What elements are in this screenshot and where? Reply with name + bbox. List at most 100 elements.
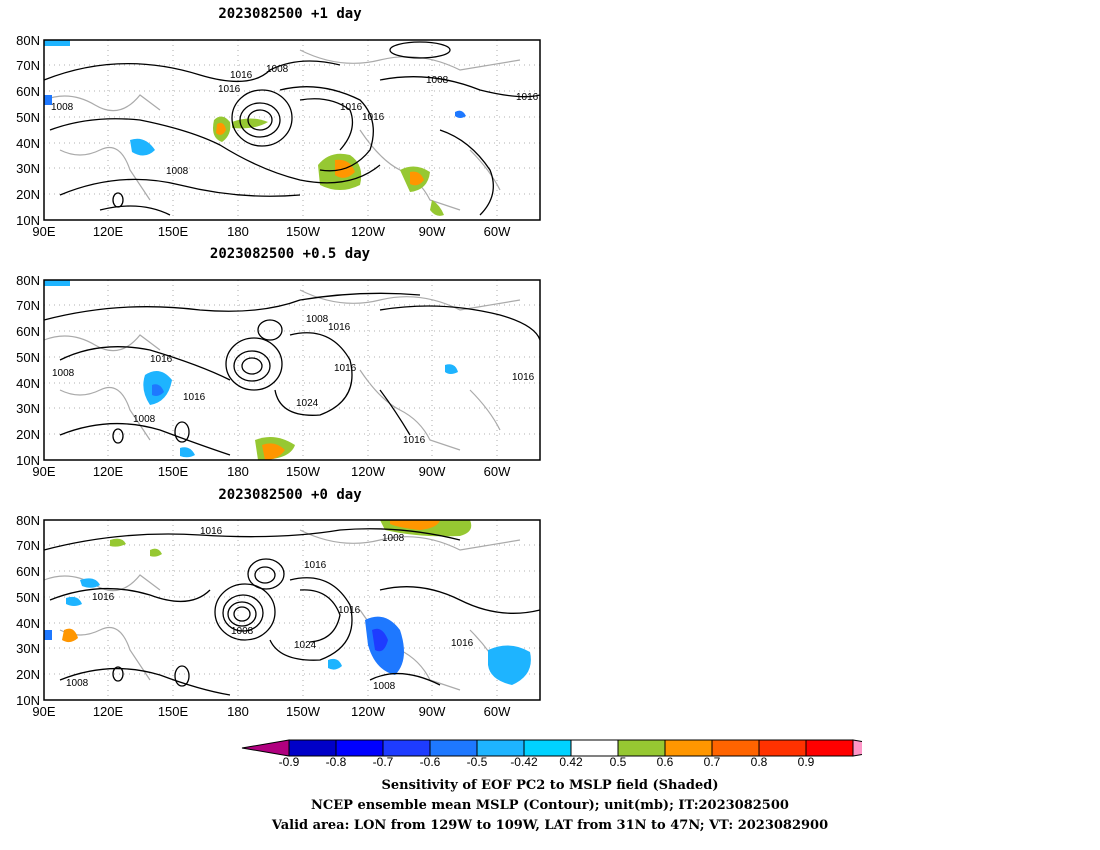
contour-label: 1008 (382, 533, 405, 544)
contour-label: 1016 (334, 363, 357, 374)
caption-line-1: Sensitivity of EOF PC2 to MSLP field (Sh… (381, 778, 719, 793)
contour-label: 1016 (403, 435, 426, 446)
panel-2-contour-labels: 1008 1016 1008 1016 1008 1016 1016 1024 … (52, 314, 535, 446)
x-tick-label: 60W (484, 704, 511, 719)
panel-2-shading (44, 280, 458, 460)
y-tick-label: 50N (16, 350, 40, 365)
colorbar-label: 0.6 (657, 755, 674, 768)
y-tick-label: 40N (16, 136, 40, 151)
colorbar-swatch (476, 739, 525, 757)
panel-2-x-ticks: 90E 120E 150E 180 150W 120W 90W 60W (32, 464, 511, 479)
contour-label: 1016 (200, 526, 223, 537)
x-tick-label: 180 (227, 224, 249, 239)
y-tick-label: 30N (16, 401, 40, 416)
x-tick-label: 90E (32, 464, 55, 479)
x-tick-label: 150E (158, 224, 189, 239)
panel-1-shading (44, 40, 466, 216)
x-tick-label: 90W (419, 704, 446, 719)
panel-3-contours (43, 528, 541, 696)
contour-label: 1016 (150, 354, 173, 365)
colorbar-swatch (617, 739, 666, 757)
colorbar-label: -0.8 (326, 755, 347, 768)
colorbar-labels: -0.9 -0.8 -0.7 -0.6 -0.5 -0.42 0.42 0.5 … (279, 755, 815, 768)
panel-3-x-ticks: 90E 120E 150E 180 150W 120W 90W 60W (32, 704, 511, 719)
colorbar-label: -0.42 (510, 755, 538, 768)
x-tick-label: 120W (351, 464, 386, 479)
y-tick-label: 70N (16, 58, 40, 73)
contour-label: 1008 (426, 75, 449, 86)
panel-3-contour-labels: 1016 1008 1016 1016 1008 1016 1024 1016 … (66, 526, 474, 692)
x-tick-label: 180 (227, 464, 249, 479)
caption-line-3: Valid area: LON from 129W to 109W, LAT f… (271, 818, 829, 833)
panel-1-title: 2023082500 +1 day (218, 6, 362, 22)
y-tick-label: 50N (16, 590, 40, 605)
y-tick-label: 40N (16, 616, 40, 631)
colorbar-swatch (288, 739, 337, 757)
colorbar-swatch (335, 739, 384, 757)
contour-label: 1016 (512, 372, 535, 383)
contour-label: 1008 (266, 64, 289, 75)
y-tick-label: 60N (16, 564, 40, 579)
contour-label: 1016 (218, 84, 241, 95)
y-tick-label: 80N (16, 273, 40, 288)
x-tick-label: 150W (286, 224, 321, 239)
contour-label: 1016 (230, 70, 253, 81)
x-tick-label: 90W (419, 224, 446, 239)
colorbar-label: 0.8 (751, 755, 768, 768)
x-tick-label: 60W (484, 224, 511, 239)
colorbar-label: -0.6 (420, 755, 441, 768)
panel-1-y-ticks: 80N 70N 60N 50N 40N 30N 20N 10N (16, 33, 40, 228)
y-tick-label: 10N (16, 213, 40, 228)
contour-label: 1016 (328, 322, 351, 333)
panel-1-coastlines (43, 49, 521, 211)
colorbar-label: 0.42 (559, 755, 583, 768)
contour-label: 1008 (51, 102, 74, 113)
panel-1-contour-labels: 1016 1008 1016 1008 1008 1016 1016 1016 … (51, 64, 539, 177)
contour-label: 1016 (340, 102, 363, 113)
panel-3-coastlines (43, 529, 521, 691)
colorbar-swatch (758, 739, 807, 757)
panel-2-coastlines (43, 289, 521, 451)
contour-label: 1008 (66, 678, 89, 689)
colorbar-swatch (570, 739, 619, 757)
contour-label: 1008 (52, 368, 75, 379)
colorbar-swatch (429, 739, 478, 757)
panel-3-frame (43, 519, 541, 701)
contour-label: 1016 (451, 638, 474, 649)
y-tick-label: 10N (16, 453, 40, 468)
colorbar-label: -0.5 (467, 755, 488, 768)
x-tick-label: 180 (227, 704, 249, 719)
y-tick-label: 70N (16, 538, 40, 553)
colorbar-right-arrow (852, 739, 862, 757)
panel-3-y-ticks: 80N 70N 60N 50N 40N 30N 20N 10N (16, 513, 40, 708)
y-tick-label: 80N (16, 513, 40, 528)
contour-label: 1008 (231, 626, 254, 637)
x-tick-label: 120W (351, 224, 386, 239)
panel-1-frame (43, 39, 541, 221)
contour-label: 1024 (294, 640, 317, 651)
panel-3-map: 1016 1008 1016 1016 1008 1016 1024 1016 … (16, 513, 541, 719)
panel-1-map: 1016 1008 1016 1008 1008 1016 1016 1016 … (16, 33, 541, 239)
colorbar-label: 0.7 (704, 755, 721, 768)
contour-label: 1008 (306, 314, 329, 325)
x-tick-label: 150W (286, 464, 321, 479)
x-tick-label: 60W (484, 464, 511, 479)
y-tick-label: 40N (16, 376, 40, 391)
contour-label: 1008 (373, 681, 396, 692)
x-tick-label: 120E (93, 464, 124, 479)
x-tick-label: 120W (351, 704, 386, 719)
x-tick-label: 150W (286, 704, 321, 719)
panel-3-shading (44, 520, 531, 685)
contour-label: 1008 (166, 166, 189, 177)
caption-line-2: NCEP ensemble mean MSLP (Contour); unit(… (311, 798, 789, 813)
y-tick-label: 30N (16, 161, 40, 176)
colorbar-swatch (664, 739, 713, 757)
colorbar-label: -0.7 (373, 755, 394, 768)
y-tick-label: 20N (16, 667, 40, 682)
panel-2-contours (43, 292, 541, 456)
colorbar-boxes (241, 739, 862, 757)
contour-label: 1016 (338, 605, 361, 616)
panel-2-grid (44, 280, 540, 460)
colorbar-swatch (382, 739, 431, 757)
y-tick-label: 70N (16, 298, 40, 313)
